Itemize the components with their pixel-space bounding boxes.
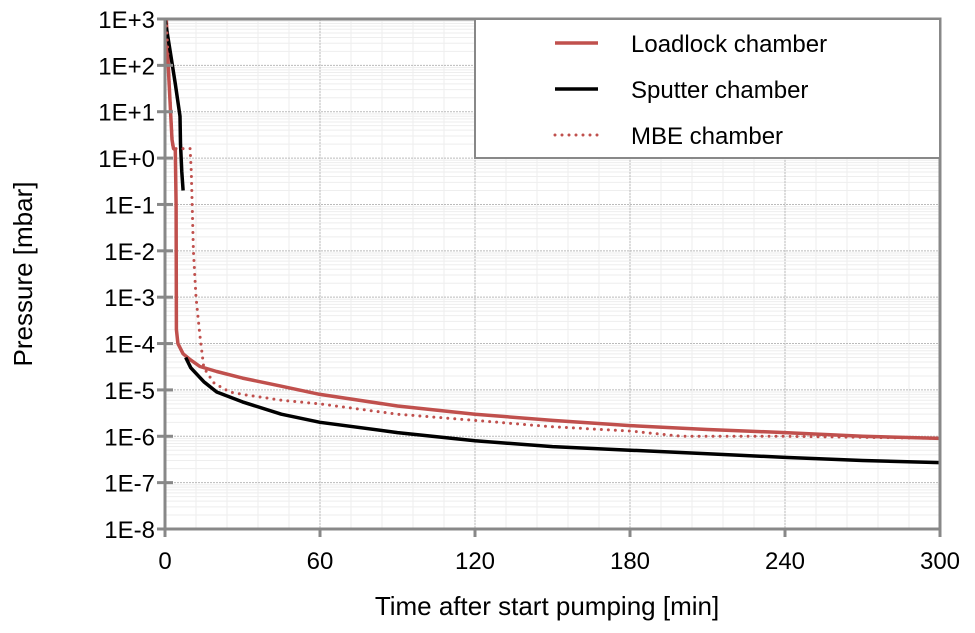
x-tick-label: 0 [158, 548, 171, 575]
y-tick-label: 1E+0 [98, 146, 155, 173]
x-tick-label: 120 [455, 548, 495, 575]
y-tick-label: 1E+1 [98, 100, 155, 127]
x-axis-label: Time after start pumping [min] [375, 591, 719, 621]
y-tick-label: 1E-5 [104, 378, 155, 405]
legend-label: Sputter chamber [631, 77, 808, 104]
y-tick-label: 1E+2 [98, 53, 155, 80]
legend-label: MBE chamber [631, 123, 783, 150]
legend: Loadlock chamber Sputter chamber MBE chamb… [474, 18, 941, 159]
y-tick-label: 1E-8 [104, 517, 155, 544]
legend-box [474, 18, 941, 159]
x-tick-label: 300 [920, 548, 960, 575]
y-tick-label: 1E-1 [104, 192, 155, 219]
y-tick-label: 1E-4 [104, 332, 155, 359]
y-tick-label: 1E-3 [104, 285, 155, 312]
y-tick-label: 1E-6 [104, 424, 155, 451]
series-lines [163, 17, 942, 465]
y-tick-label: 1E+3 [98, 7, 155, 34]
legend-label: Loadlock chamber [631, 31, 827, 58]
x-axis-ticks: 0 60 120 180 240 300 [158, 529, 960, 575]
y-tick-label: 1E-7 [104, 471, 155, 498]
series-line-0 [164, 18, 941, 441]
series-line-1 [163, 18, 185, 191]
y-axis-label: Pressure [mbar] [8, 182, 38, 367]
series-line-2 [164, 17, 942, 440]
x-tick-label: 180 [610, 548, 650, 575]
series-line-1 [184, 356, 941, 465]
x-tick-label: 60 [307, 548, 334, 575]
x-tick-label: 240 [765, 548, 805, 575]
y-axis-ticks: 1E+3 1E+2 1E+1 1E+0 1E-1 1E-2 1E-3 1E-4 1E-5 1E-6… [98, 7, 173, 544]
y-tick-label: 1E-2 [104, 239, 155, 266]
